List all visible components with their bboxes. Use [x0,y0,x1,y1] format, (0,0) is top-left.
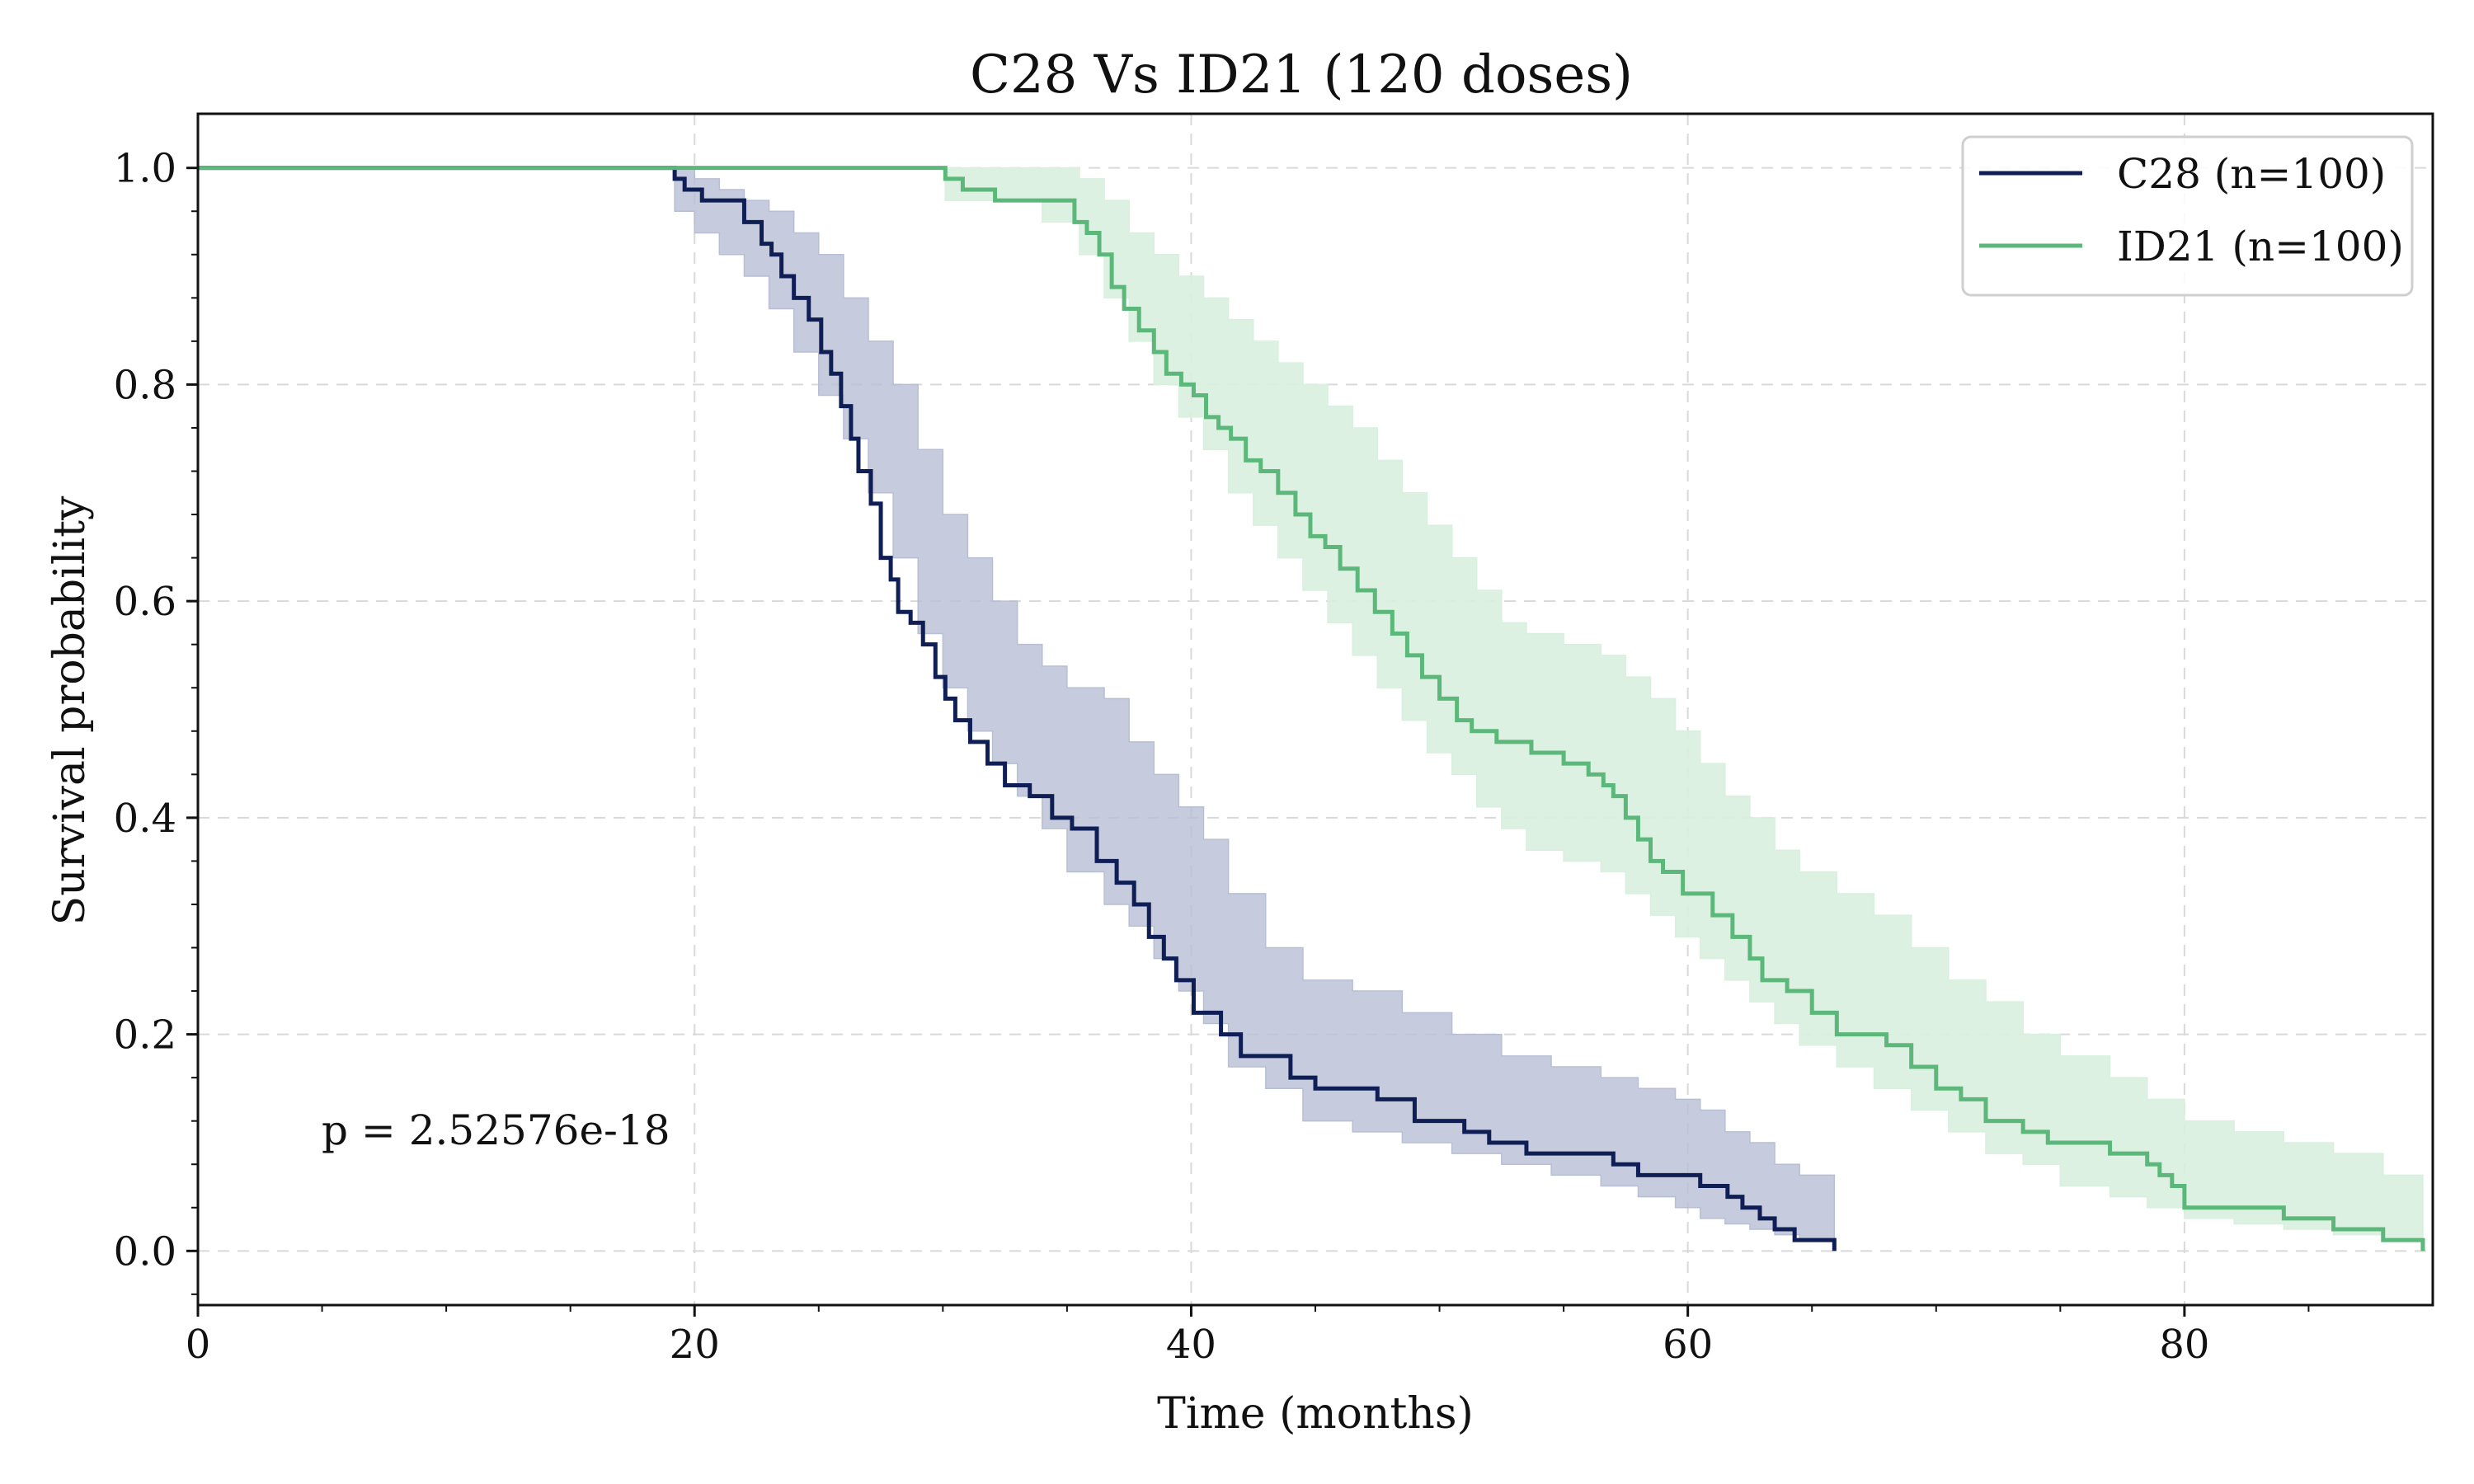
y-axis-label: Survival probability [45,495,95,925]
confidence-bands [198,167,2424,1252]
x-tick-label-1: 20 [670,1322,720,1368]
y-tick-label-0: 0.0 [114,1228,176,1275]
x-tick-label-3: 60 [1663,1322,1713,1368]
x-tick-label-2: 40 [1166,1322,1216,1368]
y-tick-label-4: 0.8 [114,362,176,408]
axes: 0 20 40 60 80 0.0 0.2 0.4 0.6 0.8 1.0 [114,146,2310,1368]
x-tick-label-0: 0 [186,1322,211,1368]
legend: C28 (n=100) ID21 (n=100) [1961,135,2414,297]
y-tick-label-1: 0.2 [114,1012,176,1059]
legend-label-c28: C28 (n=100) [2117,150,2386,198]
x-axis-label: Time (months) [1157,1389,1474,1439]
chart-title: C28 Vs ID21 (120 doses) [970,45,1633,106]
series-line-1 [198,166,2425,1252]
legend-label-id21: ID21 (n=100) [2117,223,2404,270]
p-value-annotation: p = 2.52576e-18 [322,1106,670,1154]
series-line-0 [198,166,1837,1252]
x-tick-label-4: 80 [2159,1322,2209,1368]
y-tick-label-5: 1.0 [114,146,176,192]
confidence-band-0 [198,167,1836,1252]
legend-box [1961,135,2414,297]
y-tick-label-2: 0.4 [114,796,176,842]
y-tick-label-3: 0.6 [114,579,176,625]
survival-curves [198,166,2425,1252]
plot-frame [196,112,2434,1307]
